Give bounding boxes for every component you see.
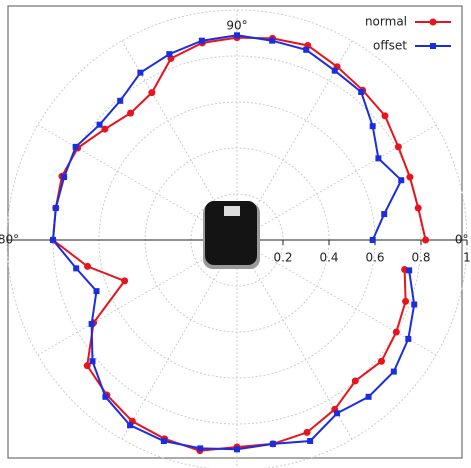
device-icon [203,201,260,269]
marker [166,51,172,57]
marker [375,155,381,161]
marker [269,38,275,44]
device-label [224,206,240,216]
r-tick-label: 0.6 [365,251,384,265]
marker [61,174,67,180]
legend-marker [430,43,436,49]
marker [334,410,340,416]
marker [303,47,309,53]
marker [73,265,79,271]
marker [381,211,387,217]
legend-label: normal [365,15,407,29]
marker [199,38,205,44]
theta-tick-label: 90° [226,19,247,33]
marker [352,377,359,384]
legend-marker [430,19,437,26]
marker [50,237,56,243]
chart: 0.2 0.4 0.6 0.8 1 0° 90° 180° normal offset [0,0,471,468]
marker [304,429,311,436]
marker [411,302,417,308]
marker [422,237,429,244]
marker [73,144,79,150]
marker [234,32,240,38]
r-tick-label: 0.8 [411,251,430,265]
marker [405,336,411,342]
marker [402,298,409,305]
marker [332,68,338,74]
marker [370,237,376,243]
marker [161,438,167,444]
marker [307,438,313,444]
marker [370,123,376,129]
marker [381,112,388,119]
marker [406,174,413,181]
theta-tick-label: 180° [0,233,19,247]
marker [366,394,372,400]
marker [117,98,123,104]
marker [148,89,155,96]
marker [395,143,402,150]
marker [137,70,143,76]
legend-label: offset [373,39,407,53]
marker [97,122,103,128]
marker [358,89,364,95]
marker [398,177,404,183]
marker [121,277,128,284]
r-tick-label: 1 [463,251,471,265]
marker [234,446,240,452]
marker [94,288,100,294]
theta-tick-label: 0° [455,233,469,247]
marker [102,394,108,400]
marker [197,445,203,451]
marker [53,205,59,211]
marker [89,321,95,327]
marker [270,441,276,447]
marker [391,369,397,375]
marker [415,205,422,212]
marker [406,267,412,273]
r-tick-label: 0.2 [273,251,292,265]
marker [378,358,385,365]
marker [127,110,134,117]
r-tick-label: 0.4 [319,251,338,265]
marker [84,263,91,270]
marker [90,358,96,364]
marker [127,422,133,428]
marker [393,329,400,336]
